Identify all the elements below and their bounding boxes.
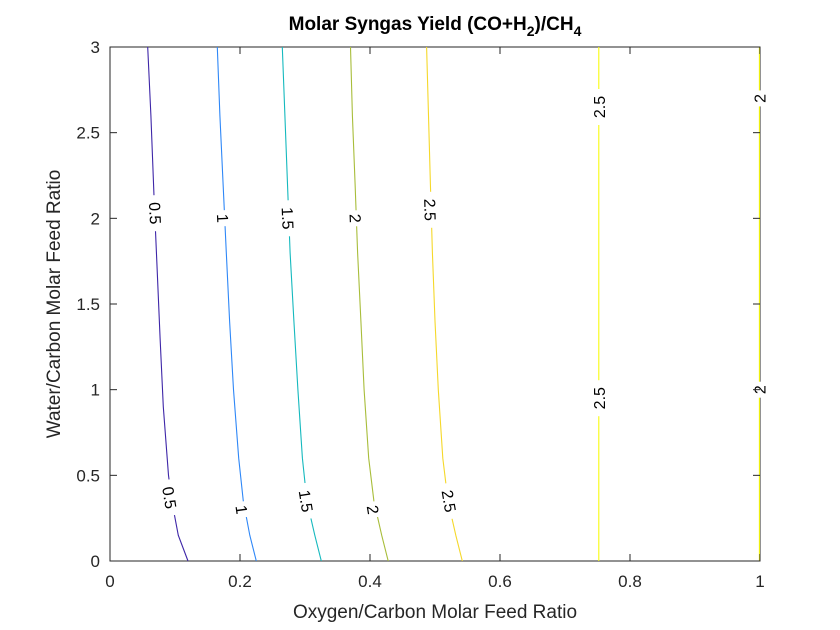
x-tick-label: 0.4 bbox=[358, 572, 382, 591]
contour-line-2-5: 2.5 2.5 bbox=[590, 47, 609, 561]
contour-label-backdrop bbox=[279, 200, 297, 237]
contour-label-backdrop bbox=[295, 481, 318, 521]
contour-label: 0.5 bbox=[158, 485, 178, 510]
contour-label: 0.5 bbox=[145, 202, 163, 225]
contour-label-group: 2.5 bbox=[590, 380, 609, 417]
x-tick-label: 0 bbox=[105, 572, 114, 591]
chart-title: Molar Syngas Yield (CO+H2)/CH4 bbox=[289, 14, 582, 39]
contour-label: 1.5 bbox=[278, 207, 296, 230]
y-tick-label: 1.5 bbox=[76, 295, 100, 314]
contour-label-backdrop bbox=[159, 478, 181, 517]
chart-title-subscript-2: 4 bbox=[574, 23, 582, 39]
contour-label-backdrop bbox=[590, 380, 607, 417]
contour-label-backdrop bbox=[364, 500, 383, 519]
contour-label-group: 2 bbox=[751, 90, 769, 107]
contour-path bbox=[349, 46, 389, 562]
x-tick-label: 0.8 bbox=[618, 572, 642, 591]
contour-label-backdrop bbox=[347, 209, 365, 227]
contour-label: 2 bbox=[752, 385, 769, 394]
contour-label-group: 2.5 bbox=[590, 89, 609, 125]
contour-line-0-5: 0.5 0.5 bbox=[145, 46, 189, 562]
contour-label: 2.5 bbox=[592, 387, 609, 409]
y-tick-label: 2.5 bbox=[76, 124, 100, 143]
contour-path bbox=[147, 46, 189, 562]
contour-label: 1.5 bbox=[295, 489, 315, 514]
contour-label: 2.5 bbox=[438, 489, 458, 514]
contour-label-group: 2 bbox=[363, 500, 383, 519]
contour-label-backdrop bbox=[232, 500, 252, 519]
contour-label-backdrop bbox=[438, 481, 461, 521]
contour-label-group: 2.5 bbox=[420, 191, 439, 229]
contour-label-group: 1 bbox=[231, 500, 252, 519]
chart-title-subscript-1: 2 bbox=[527, 23, 535, 39]
contour-line-1: 11 bbox=[213, 46, 257, 562]
y-tick-label: 1 bbox=[91, 381, 100, 400]
y-tick-label: 0 bbox=[91, 552, 100, 571]
chart-title-middle: )/CH bbox=[535, 14, 574, 35]
contour-label-group: 2.5 bbox=[438, 481, 461, 521]
contour-line-1-5: 1.5 1.5 bbox=[278, 46, 322, 562]
x-tick-label: 0.2 bbox=[228, 572, 252, 591]
contour-label: 2.5 bbox=[420, 198, 438, 221]
contour-label: 2 bbox=[752, 94, 769, 103]
contour-label: 2 bbox=[346, 214, 363, 224]
contour-path bbox=[216, 46, 257, 562]
x-axis-label: Oxygen/Carbon Molar Feed Ratio bbox=[293, 602, 577, 623]
contour-label-group: 1.5 bbox=[278, 200, 297, 237]
contour-label: 2.5 bbox=[592, 96, 609, 118]
y-tick-label: 3 bbox=[91, 38, 100, 57]
tick-layer: 0 0.2 0.4 0.6 0.8 1 0 0.5 1 1.5 2 2.5 3 bbox=[76, 38, 764, 591]
contour-label-group: 0.5 bbox=[158, 478, 181, 517]
y-axis-label: Water/Carbon Molar Feed Ratio bbox=[44, 170, 65, 439]
contour-line-2: 22 bbox=[346, 46, 389, 562]
contour-label-group: 1 bbox=[213, 209, 232, 227]
chart-title-prefix: Molar Syngas Yield (CO+H bbox=[289, 14, 527, 35]
contour-label-backdrop bbox=[751, 90, 768, 107]
contour-label-group: 0.5 bbox=[145, 194, 165, 232]
y-tick-label: 2 bbox=[91, 209, 100, 228]
contour-label-group: 2 bbox=[346, 209, 365, 227]
contour-label-backdrop bbox=[590, 89, 607, 125]
contour-label: 1 bbox=[231, 504, 249, 515]
y-tick-label: 0.5 bbox=[76, 466, 100, 485]
axes-box bbox=[109, 46, 761, 562]
contour-line-2-5: 2.5 2.5 bbox=[420, 46, 463, 562]
contour-label: 2 bbox=[363, 504, 381, 516]
contour-label-backdrop bbox=[214, 209, 232, 227]
x-tick-label: 0.6 bbox=[488, 572, 512, 591]
contour-label-backdrop bbox=[421, 191, 439, 229]
contour-label: 1 bbox=[213, 214, 230, 224]
contour-label-backdrop bbox=[146, 194, 165, 232]
contour-label-group: 1.5 bbox=[295, 481, 318, 521]
x-tick-label: 1 bbox=[755, 572, 764, 591]
